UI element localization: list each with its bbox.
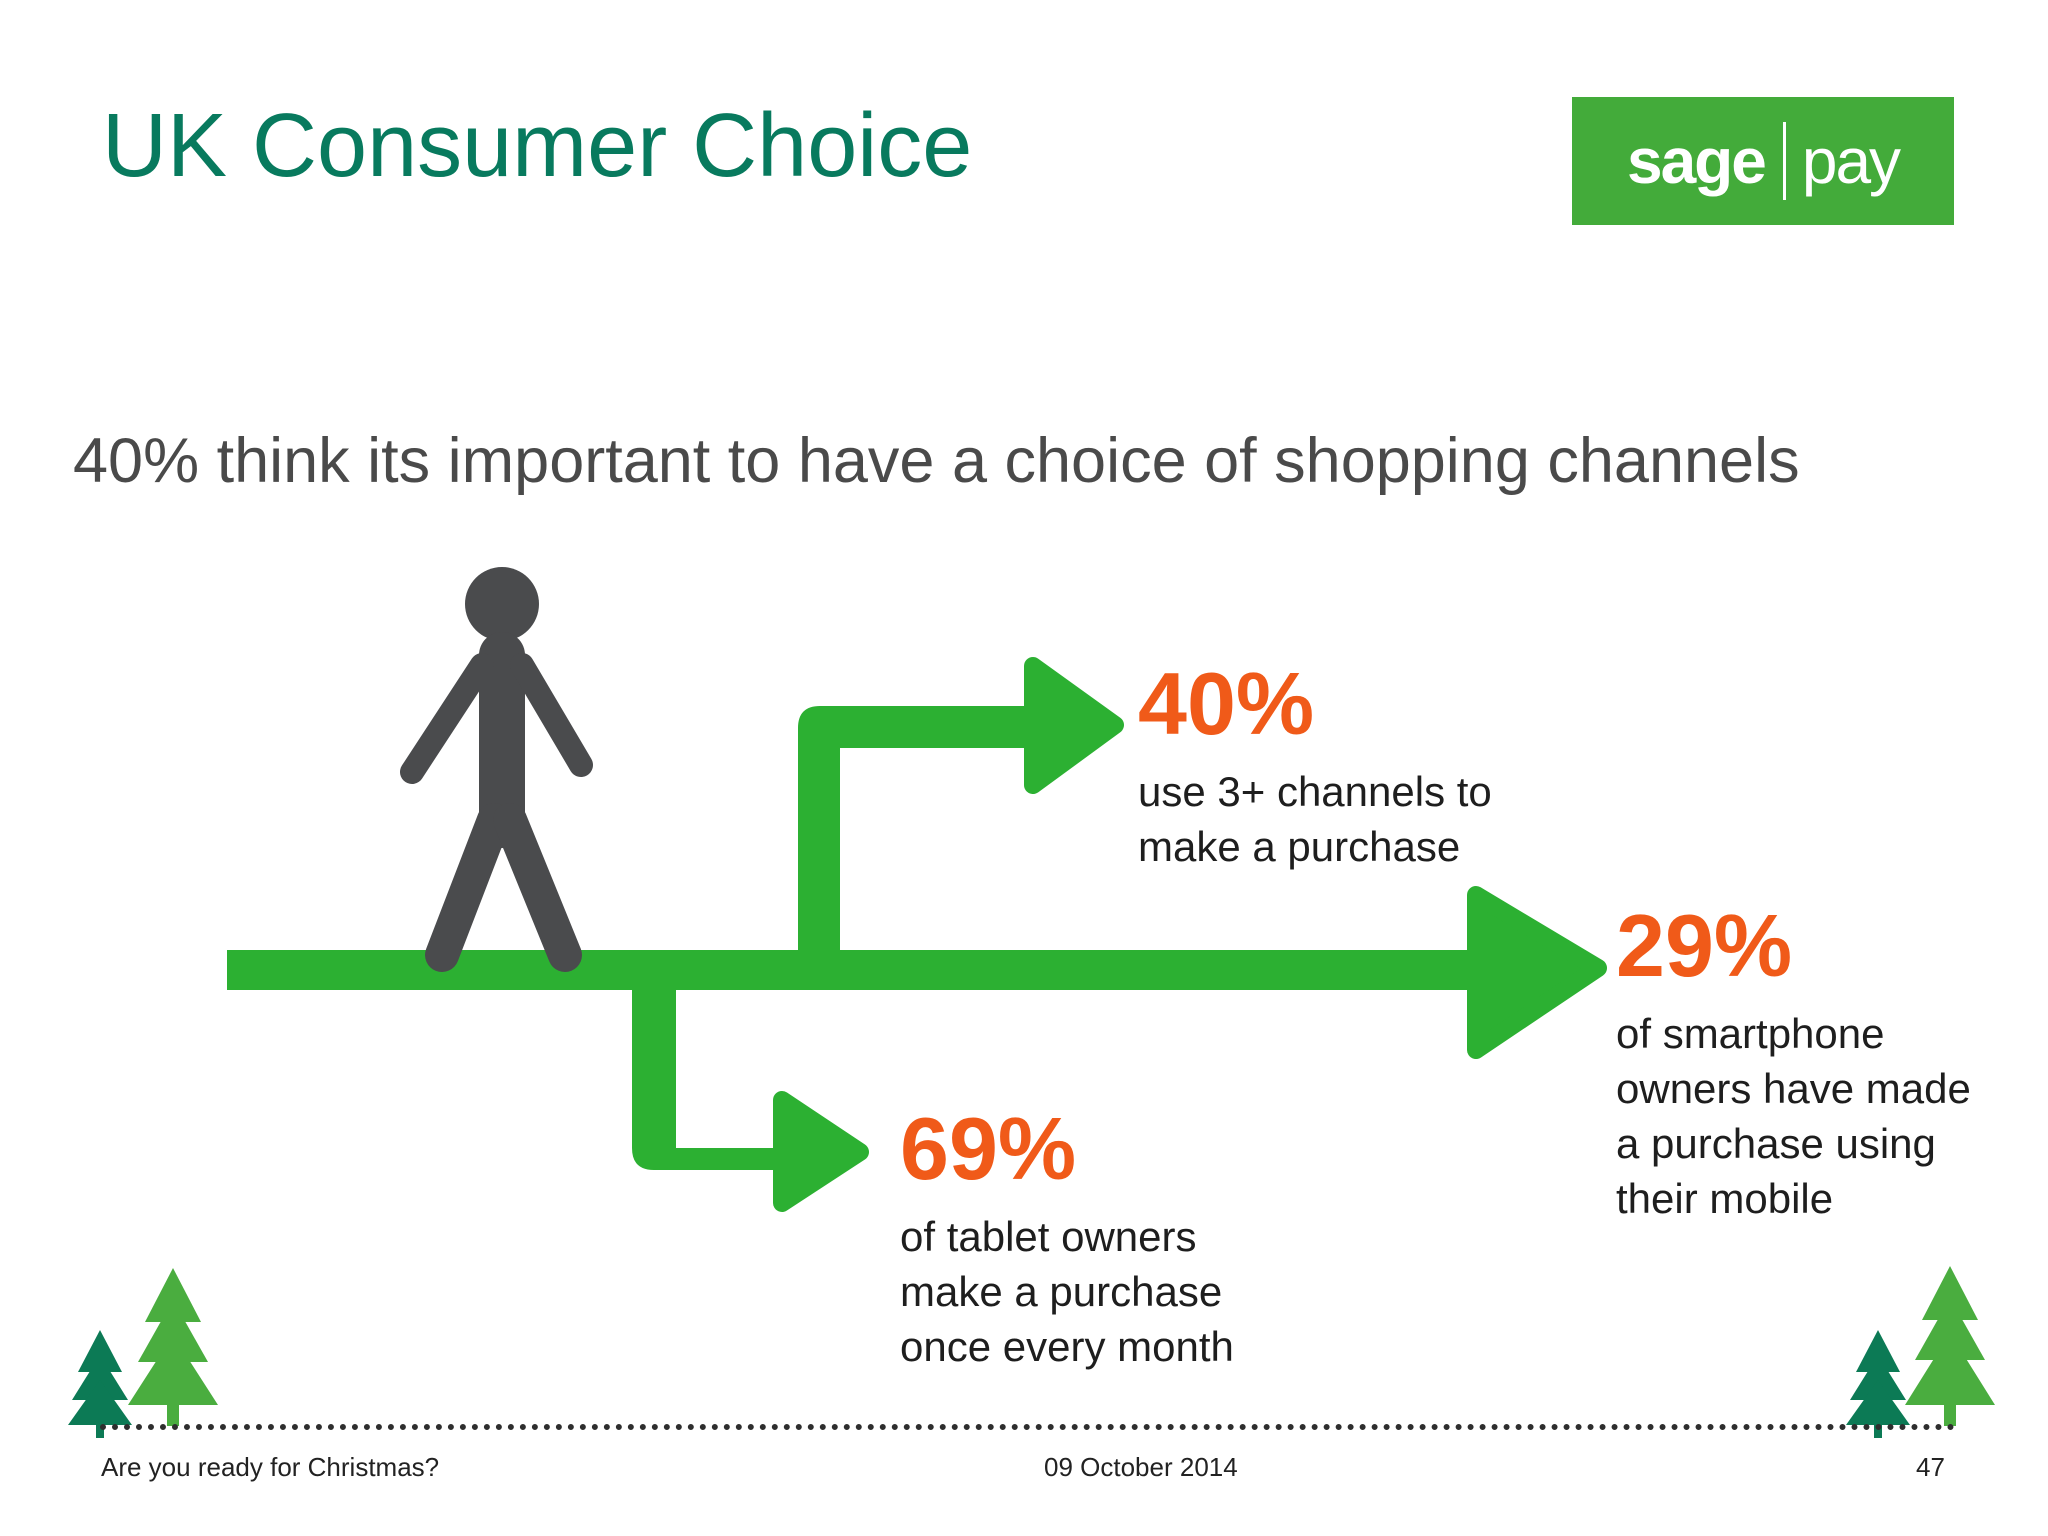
person-walking-icon <box>400 567 593 972</box>
stat-percent: 69% <box>900 1099 1077 1198</box>
footer-presentation-title: Are you ready for Christmas? <box>101 1452 440 1482</box>
stat-line: make a purchase <box>900 1268 1223 1315</box>
stat-description: of tablet owners make a purchase once ev… <box>900 1209 1234 1374</box>
logo-sage-text: sage <box>1626 125 1767 197</box>
arrow-main <box>227 886 1607 1059</box>
logo-pay-text: pay <box>1801 125 1901 197</box>
stat-line: owners have made <box>1616 1065 1971 1112</box>
stat-percent: 29% <box>1616 896 1793 995</box>
stat-description: use 3+ channels to make a purchase <box>1138 764 1492 874</box>
stat-line: once every month <box>900 1323 1234 1370</box>
slide-subtitle: 40% think its important to have a choice… <box>73 426 1800 496</box>
christmas-tree-icon <box>68 1268 218 1438</box>
arrow-upper-branch <box>798 657 1124 970</box>
stat-multichannel: 40% use 3+ channels to make a purchase <box>1138 660 1492 874</box>
stat-line: a purchase using <box>1616 1120 1936 1167</box>
footer-dotted-divider <box>100 1424 1955 1430</box>
logo-divider <box>1782 122 1786 200</box>
footer-page-number: 47 <box>1916 1452 1945 1482</box>
slide-title: UK Consumer Choice <box>102 96 973 196</box>
stat-description: of smartphone owners have made a purchas… <box>1616 1006 1971 1226</box>
stat-percent: 40% <box>1138 654 1315 753</box>
stat-line: their mobile <box>1616 1175 1834 1222</box>
stat-line: use 3+ channels to <box>1138 768 1492 815</box>
arrow-lower-branch <box>632 970 869 1212</box>
christmas-tree-icon <box>1846 1266 1995 1438</box>
stat-line: of smartphone <box>1616 1010 1885 1057</box>
sagepay-logo: sage pay <box>1572 97 1954 225</box>
stat-smartphone: 29% of smartphone owners have made a pur… <box>1616 902 1971 1226</box>
footer-date: 09 October 2014 <box>1044 1452 1238 1482</box>
stat-tablet: 69% of tablet owners make a purchase onc… <box>900 1105 1234 1374</box>
stat-line: of tablet owners <box>900 1213 1197 1260</box>
stat-line: make a purchase <box>1138 823 1461 870</box>
